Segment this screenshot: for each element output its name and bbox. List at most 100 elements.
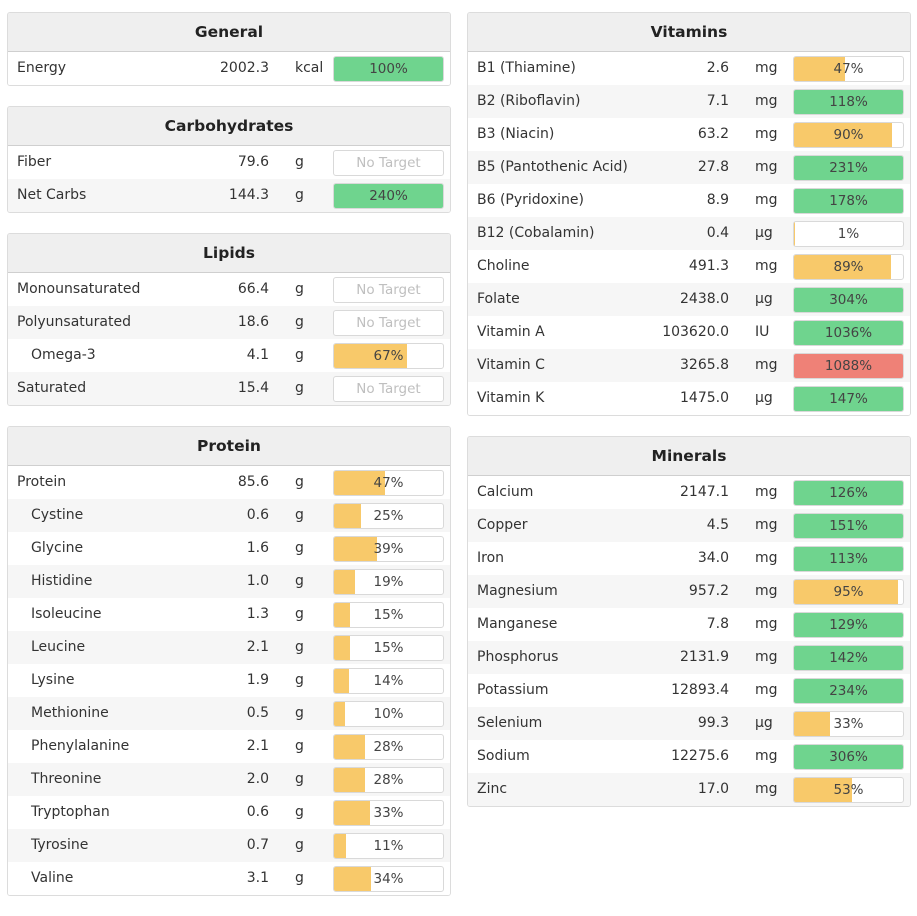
target-progress-fill	[794, 156, 903, 180]
target-progress-fill	[334, 669, 350, 693]
nutrient-name: Polyunsaturated	[17, 314, 131, 330]
target-progress-bar: 118%	[793, 89, 904, 115]
nutrient-name: Protein	[17, 474, 67, 490]
target-progress-fill	[334, 570, 355, 594]
nutrient-unit: g	[295, 639, 304, 655]
nutrient-name: B12 (Cobalamin)	[477, 225, 595, 241]
target-progress-fill	[334, 735, 365, 759]
lipids-panel-title: Lipids	[8, 234, 450, 273]
target-percent-label: 1036%	[824, 325, 873, 341]
nutrient-name: Choline	[477, 258, 530, 274]
nutrient-name: Copper	[477, 517, 528, 533]
target-progress-bar: No Target	[333, 376, 444, 402]
nutrient-unit: mg	[755, 357, 778, 373]
target-progress-fill	[794, 57, 846, 81]
target-progress-fill	[794, 580, 898, 604]
target-percent-label: 67%	[373, 348, 404, 364]
target-percent-label: 19%	[373, 574, 404, 590]
target-progress-bar: 1088%	[793, 353, 904, 379]
nutrient-name: Fiber	[17, 154, 52, 170]
target-progress-fill	[794, 547, 903, 571]
target-progress-fill	[794, 321, 903, 345]
target-progress-fill	[334, 768, 365, 792]
nutrient-row-b2-riboflavin: B2 (Riboflavin) 7.1 mg 118%	[468, 85, 910, 118]
target-progress-bar: 1036%	[793, 320, 904, 346]
nutrient-amount: 2.1	[246, 738, 269, 754]
target-percent-label: No Target	[356, 282, 421, 298]
nutrient-name: B6 (Pyridoxine)	[477, 192, 584, 208]
nutrient-unit: mg	[755, 192, 778, 208]
nutrient-name: Cystine	[31, 507, 84, 523]
target-percent-label: 47%	[373, 475, 404, 491]
nutrient-amount: 4.1	[246, 347, 269, 363]
nutrient-row-leucine: Leucine 2.1 g 15%	[8, 631, 450, 664]
nutrient-name: Manganese	[477, 616, 558, 632]
nutrient-row-manganese: Manganese 7.8 mg 129%	[468, 608, 910, 641]
carbohydrates-panel-title: Carbohydrates	[8, 107, 450, 146]
nutrient-name: Threonine	[31, 771, 102, 787]
target-progress-bar: 14%	[333, 668, 444, 694]
nutrient-amount: 4.5	[706, 517, 729, 533]
nutrient-name: Vitamin K	[477, 390, 545, 406]
nutrient-name: Glycine	[31, 540, 84, 556]
nutrient-amount: 18.6	[237, 314, 269, 330]
target-progress-fill	[334, 504, 362, 528]
target-percent-label: 304%	[829, 292, 868, 308]
target-progress-bar: 90%	[793, 122, 904, 148]
nutrient-name: Calcium	[477, 484, 534, 500]
nutrient-unit: mg	[755, 126, 778, 142]
nutrient-row-cystine: Cystine 0.6 g 25%	[8, 499, 450, 532]
nutrient-name: Phenylalanine	[31, 738, 130, 754]
nutrient-amount: 2131.9	[680, 649, 729, 665]
nutrient-unit: mg	[755, 583, 778, 599]
nutrient-unit: mg	[755, 258, 778, 274]
nutrient-unit: µg	[755, 390, 773, 406]
target-percent-label: 129%	[829, 617, 868, 633]
nutrient-unit: g	[295, 738, 304, 754]
nutrient-row-calcium: Calcium 2147.1 mg 126%	[468, 476, 910, 509]
target-percent-label: 1%	[837, 226, 860, 242]
nutrient-amount: 15.4	[237, 380, 269, 396]
nutrient-unit: g	[295, 507, 304, 523]
target-progress-bar: 306%	[793, 744, 904, 770]
target-percent-label: No Target	[356, 315, 421, 331]
nutrient-amount: 0.6	[246, 507, 269, 523]
target-progress-fill	[794, 778, 852, 802]
nutrient-amount: 34.0	[697, 550, 729, 566]
nutrient-row-choline: Choline 491.3 mg 89%	[468, 250, 910, 283]
nutrient-row-magnesium: Magnesium 957.2 mg 95%	[468, 575, 910, 608]
nutrient-row-vitamin-k: Vitamin K 1475.0 µg 147%	[468, 382, 910, 415]
target-progress-bar: 19%	[333, 569, 444, 595]
nutrient-row-phenylalanine: Phenylalanine 2.1 g 28%	[8, 730, 450, 763]
target-percent-label: 33%	[373, 805, 404, 821]
nutrient-amount: 957.2	[688, 583, 729, 599]
target-percent-label: 34%	[373, 871, 404, 887]
nutrient-name: Selenium	[477, 715, 543, 731]
minerals-panel: Minerals Calcium 2147.1 mg 126% Copper 4.5 mg 15…	[467, 436, 911, 807]
target-progress-fill	[794, 613, 903, 637]
target-progress-bar: 67%	[333, 343, 444, 369]
nutrient-amount: 12893.4	[671, 682, 729, 698]
nutrient-amount: 2.6	[706, 60, 729, 76]
vitamins-panel: Vitamins B1 (Thiamine) 2.6 mg 47% B2 (Ribofla…	[467, 12, 911, 416]
target-percent-label: 113%	[829, 551, 868, 567]
nutrient-unit: g	[295, 154, 304, 170]
nutrient-row-fiber: Fiber 79.6 g No Target	[8, 146, 450, 179]
nutrient-unit: g	[295, 573, 304, 589]
target-percent-label: 90%	[833, 127, 864, 143]
nutrient-amount: 0.5	[246, 705, 269, 721]
nutrient-name: Methionine	[31, 705, 109, 721]
nutrient-name: B3 (Niacin)	[477, 126, 555, 142]
left-column: General Energy 2002.3 kcal 100% Carbohydrates…	[7, 12, 451, 916]
nutrient-amount: 27.8	[697, 159, 729, 175]
nutrient-name: Net Carbs	[17, 187, 87, 203]
nutrient-row-zinc: Zinc 17.0 mg 53%	[468, 773, 910, 806]
target-progress-bar: 231%	[793, 155, 904, 181]
nutrient-row-potassium: Potassium 12893.4 mg 234%	[468, 674, 910, 707]
target-percent-label: 178%	[829, 193, 868, 209]
nutrient-amount: 8.9	[706, 192, 729, 208]
target-percent-label: 147%	[829, 391, 868, 407]
vitamins-panel-title: Vitamins	[468, 13, 910, 52]
target-percent-label: 100%	[369, 61, 408, 77]
nutrient-unit: g	[295, 540, 304, 556]
